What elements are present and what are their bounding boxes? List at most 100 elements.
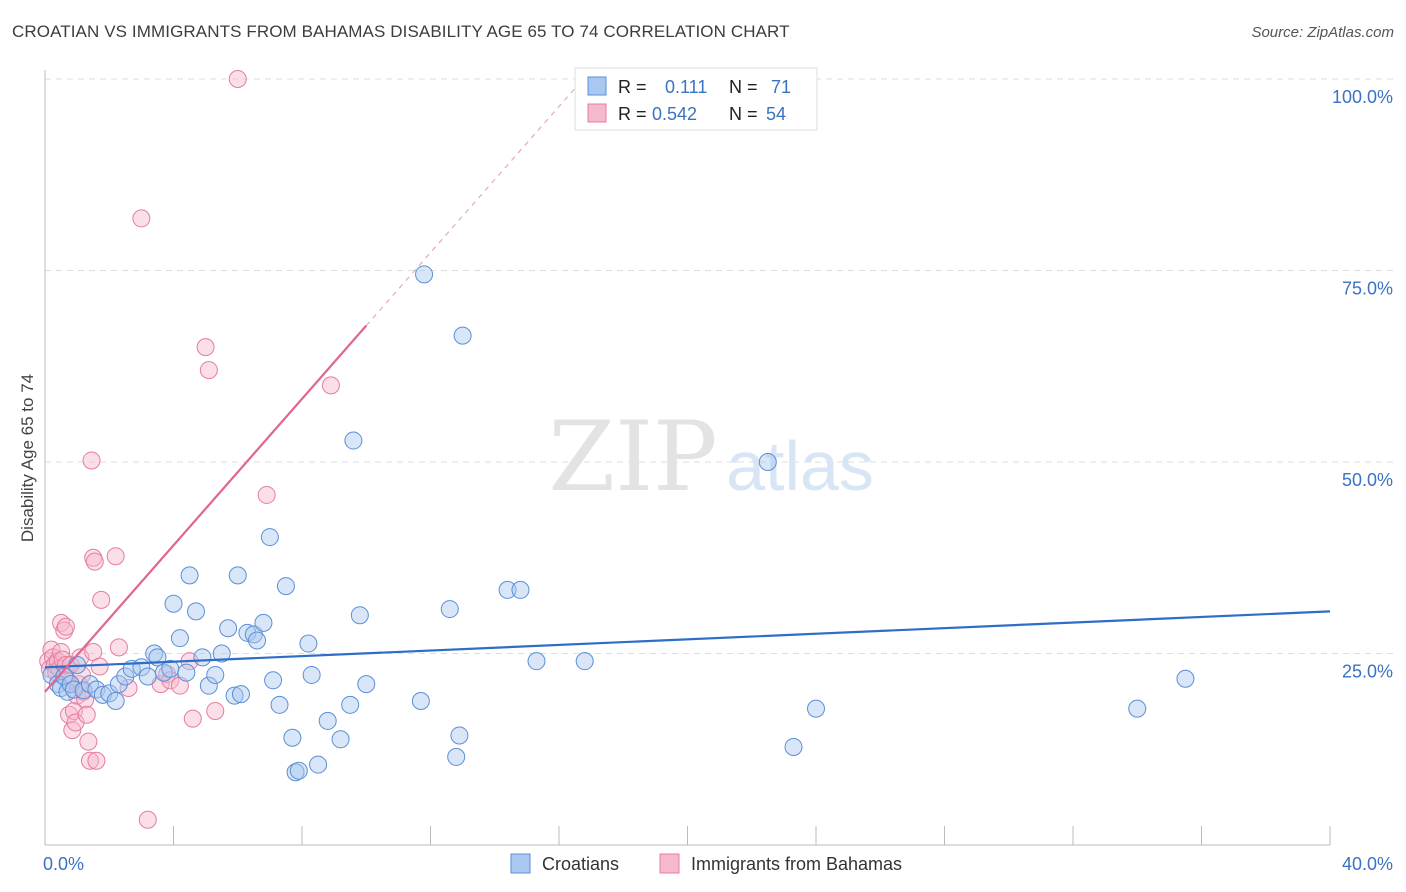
croatians-point [228, 566, 247, 585]
chart-title: CROATIAN VS IMMIGRANTS FROM BAHAMAS DISA… [12, 22, 790, 41]
stats-r-label-bahamas: R = [618, 104, 647, 124]
bahamas-point [106, 547, 125, 566]
croatians-point [254, 613, 273, 632]
croatians-point [318, 711, 337, 730]
croatians-point [177, 663, 196, 682]
croatians-point [299, 634, 318, 653]
bahamas-point [321, 376, 340, 395]
stats-n-value-croatians: 71 [771, 77, 791, 97]
croatians-point [170, 629, 189, 648]
croatians-point [109, 675, 128, 694]
croatians-point [440, 600, 459, 619]
croatians-point [193, 648, 212, 667]
stats-legend: R = 0.111 N = 71 R = 0.542 N = 54 [574, 67, 818, 131]
croatians-point [1176, 669, 1195, 688]
bahamas-point [228, 70, 247, 88]
bahamas-point [119, 678, 138, 697]
bahamas-trend-line [44, 324, 368, 693]
bahamas-point [92, 590, 111, 609]
stats-n-label-croatians: N = [729, 77, 758, 97]
legend-label-croatians: Croatians [542, 854, 619, 874]
croatians-point [260, 528, 279, 547]
bahamas-point [138, 810, 157, 829]
croatians-point [270, 695, 289, 714]
stats-n-label-bahamas: N = [729, 104, 758, 124]
croatians-point [758, 453, 777, 471]
croatians-point [807, 699, 825, 718]
croatians-point [450, 726, 469, 745]
bahamas-point [77, 705, 96, 724]
croatians-point [264, 671, 283, 690]
y-tick-label: 75.0% [1342, 279, 1393, 299]
legend-swatch-croatians [510, 853, 531, 874]
croatians-point [1128, 699, 1147, 718]
croatians-point [357, 675, 376, 694]
bahamas-point [87, 751, 106, 770]
croatians-point [106, 691, 125, 710]
croatians-point [511, 580, 530, 599]
croatians-point [238, 623, 257, 642]
croatians-point [283, 728, 302, 747]
x-tick-label-max: 40.0% [1342, 854, 1393, 874]
trend-lines [44, 73, 1331, 693]
y-tick-label: 50.0% [1342, 470, 1393, 490]
bahamas-point [85, 552, 104, 571]
x-axis-ticks [173, 826, 1331, 845]
y-tick-label: 100.0% [1332, 87, 1393, 107]
croatians-points [42, 265, 1195, 782]
croatians-point [498, 580, 517, 599]
y-axis-label: Disability Age 65 to 74 [18, 374, 37, 542]
bahamas-point [80, 751, 99, 770]
bahamas-point [183, 709, 202, 728]
stats-swatch-bahamas [587, 103, 607, 123]
croatians-point [219, 619, 238, 638]
watermark: ZIP atlas [548, 401, 874, 513]
stats-n-value-bahamas: 54 [766, 104, 786, 124]
croatians-point [180, 566, 199, 585]
croatians-point [350, 606, 369, 625]
y-tick-labels: 25.0% 50.0% 75.0% 100.0% [1332, 87, 1393, 682]
bahamas-point [79, 732, 98, 751]
bahamas-point [132, 209, 151, 228]
stats-swatch-croatians [587, 76, 607, 96]
bahamas-point [257, 485, 276, 504]
croatians-point [527, 652, 546, 671]
croatians-point [206, 665, 225, 684]
croatians-point [575, 652, 594, 671]
croatians-point [100, 684, 119, 703]
source-label: Source: ZipAtlas.com [1251, 24, 1394, 41]
stats-r-value-croatians: 0.111 [665, 77, 707, 97]
bahamas-point [109, 638, 128, 657]
croatians-point [225, 686, 244, 705]
croatians-point [231, 685, 250, 704]
bahamas-point [82, 451, 101, 470]
croatians-trend-line [44, 610, 1331, 669]
bahamas-point [90, 657, 109, 676]
bahamas-point [56, 617, 75, 636]
croatians-point [302, 665, 321, 684]
croatians-point [344, 431, 363, 450]
bahamas-point [170, 676, 189, 695]
croatians-point [248, 631, 267, 650]
stats-r-label-croatians: R = [618, 77, 647, 97]
croatians-point [199, 676, 218, 695]
y-tick-label: 25.0% [1342, 662, 1393, 682]
croatians-point [331, 730, 350, 749]
watermark-zip: ZIP [548, 401, 717, 513]
bottom-legend: Croatians Immigrants from Bahamas [510, 853, 902, 874]
croatians-point [212, 644, 231, 663]
bahamas-trend-extension [365, 73, 589, 327]
gridlines [45, 78, 1393, 654]
croatians-point [415, 265, 434, 284]
croatians-point [164, 594, 183, 613]
watermark-atlas: atlas [726, 427, 874, 505]
bahamas-point [199, 361, 218, 380]
croatians-point [116, 667, 135, 686]
croatians-point [276, 577, 295, 596]
x-tick-label-min: 0.0% [43, 854, 84, 874]
croatians-point [186, 602, 205, 621]
croatians-point [784, 737, 803, 756]
bahamas-point [206, 701, 225, 720]
croatians-point [55, 667, 74, 686]
croatians-point [341, 695, 360, 714]
